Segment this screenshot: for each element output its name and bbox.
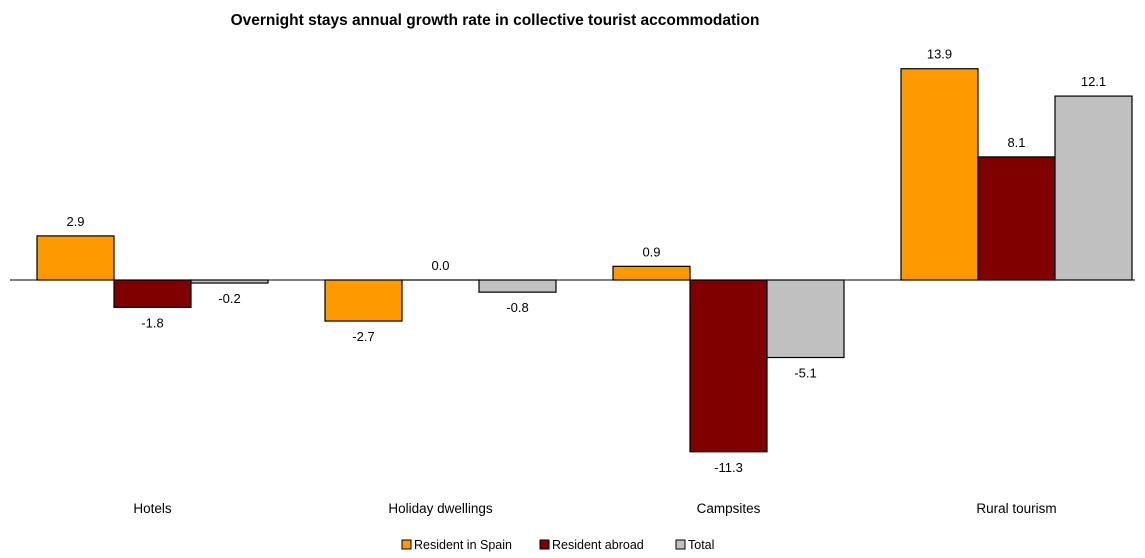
legend-item: Total (675, 538, 714, 552)
bar-rural-tourism-resident-in-spain (900, 68, 979, 281)
chart-title: Overnight stays annual growth rate in co… (230, 12, 760, 29)
bar-holiday-dwellings-resident-in-spain (324, 279, 403, 322)
data-label: 0.9 (642, 244, 660, 259)
data-label: 8.1 (1007, 135, 1025, 150)
category-label: Campsites (697, 501, 761, 516)
data-label: 12.1 (1081, 74, 1106, 89)
category-labels-layer: Hotels Holiday dwellings Campsites Rural to… (133, 501, 1056, 516)
bars-layer (36, 68, 1133, 453)
legend-swatch (539, 539, 550, 550)
bar-rural-tourism-resident-abroad (977, 156, 1056, 281)
legend-swatch (675, 539, 686, 550)
legend-label: Resident in Spain (414, 538, 512, 552)
data-label: -11.3 (714, 460, 743, 475)
bar-rural-tourism-total (1054, 95, 1133, 281)
bar-hotels-resident-abroad (113, 279, 192, 308)
bar-campsites-resident-in-spain (612, 265, 691, 281)
data-label: -5.1 (794, 366, 816, 381)
legend-swatch (401, 539, 412, 550)
legend-item: Resident abroad (539, 538, 644, 552)
data-label: -1.8 (141, 315, 163, 330)
legend-label: Resident abroad (552, 538, 644, 552)
category-label: Rural tourism (976, 501, 1056, 516)
category-label: Hotels (133, 501, 172, 516)
data-label: 2.9 (66, 214, 84, 229)
bar-campsites-total (766, 279, 845, 359)
data-label: 13.9 (927, 47, 952, 62)
legend-label: Total (688, 538, 714, 552)
data-label: -0.8 (506, 300, 528, 315)
bar-hotels-resident-in-spain (36, 235, 115, 281)
data-label: -2.7 (352, 329, 374, 344)
category-label: Holiday dwellings (388, 501, 493, 516)
data-label: 0.0 (431, 258, 449, 273)
bar-campsites-resident-abroad (689, 279, 768, 453)
value-labels-layer: 2.9 -1.8 -0.2 -2.7 0.0 -0.8 0.9 -11.3 -5.1 13.9 8.… (66, 47, 1106, 475)
legend-item: Resident in Spain (401, 538, 512, 552)
bar-holiday-dwellings-total (478, 279, 557, 293)
legend: Resident in Spain Resident abroad Total (401, 538, 714, 552)
data-label: -0.2 (218, 291, 240, 306)
